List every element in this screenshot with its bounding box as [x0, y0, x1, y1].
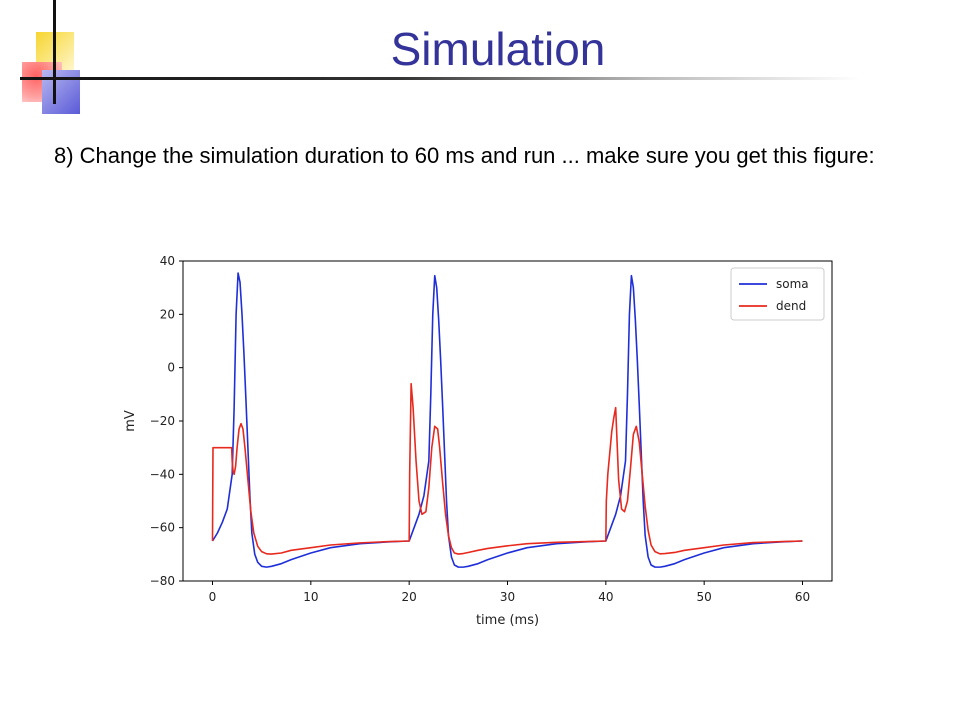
x-axis-label: time (ms)	[476, 613, 539, 628]
x-tick-label: 0	[209, 590, 217, 604]
y-tick-label: 0	[167, 361, 175, 375]
legend: soma dend	[730, 267, 825, 321]
x-tick-label: 30	[500, 590, 515, 604]
legend-label-soma: soma	[776, 277, 809, 291]
x-tick-label: 60	[795, 590, 810, 604]
legend-label-dend: dend	[776, 299, 806, 313]
slide-title: Simulation	[390, 23, 606, 75]
y-tick-label: −80	[150, 574, 175, 588]
y-tick-label: −60	[150, 521, 175, 535]
legend-box	[730, 267, 825, 321]
series-line-dend	[211, 382, 803, 555]
instruction-text: 8) Change the simulation duration to 60 …	[54, 143, 875, 168]
y-tick-label: −40	[150, 467, 175, 481]
series-line-soma	[211, 272, 803, 568]
decorative-horizontal-line	[20, 77, 860, 80]
x-tick-label: 40	[598, 590, 613, 604]
x-tick-label: 10	[303, 590, 318, 604]
y-tick-label: 20	[160, 307, 175, 321]
y-axis-label: mV	[123, 410, 138, 432]
y-tick-label: 40	[160, 254, 175, 268]
series-lines	[211, 272, 803, 568]
x-tick-label: 50	[697, 590, 712, 604]
axes-group: 0 10 20 30 40 50 60 −80 −60 −40 −20 0 20 40 time (ms) m…	[123, 254, 833, 628]
decorative-vertical-line	[53, 0, 56, 104]
voltage-trace-chart: 0 10 20 30 40 50 60 −80 −60 −40 −20 0 20 40 time (ms) m…	[123, 254, 833, 628]
y-tick-label: −20	[150, 414, 175, 428]
x-tick-label: 20	[402, 590, 417, 604]
